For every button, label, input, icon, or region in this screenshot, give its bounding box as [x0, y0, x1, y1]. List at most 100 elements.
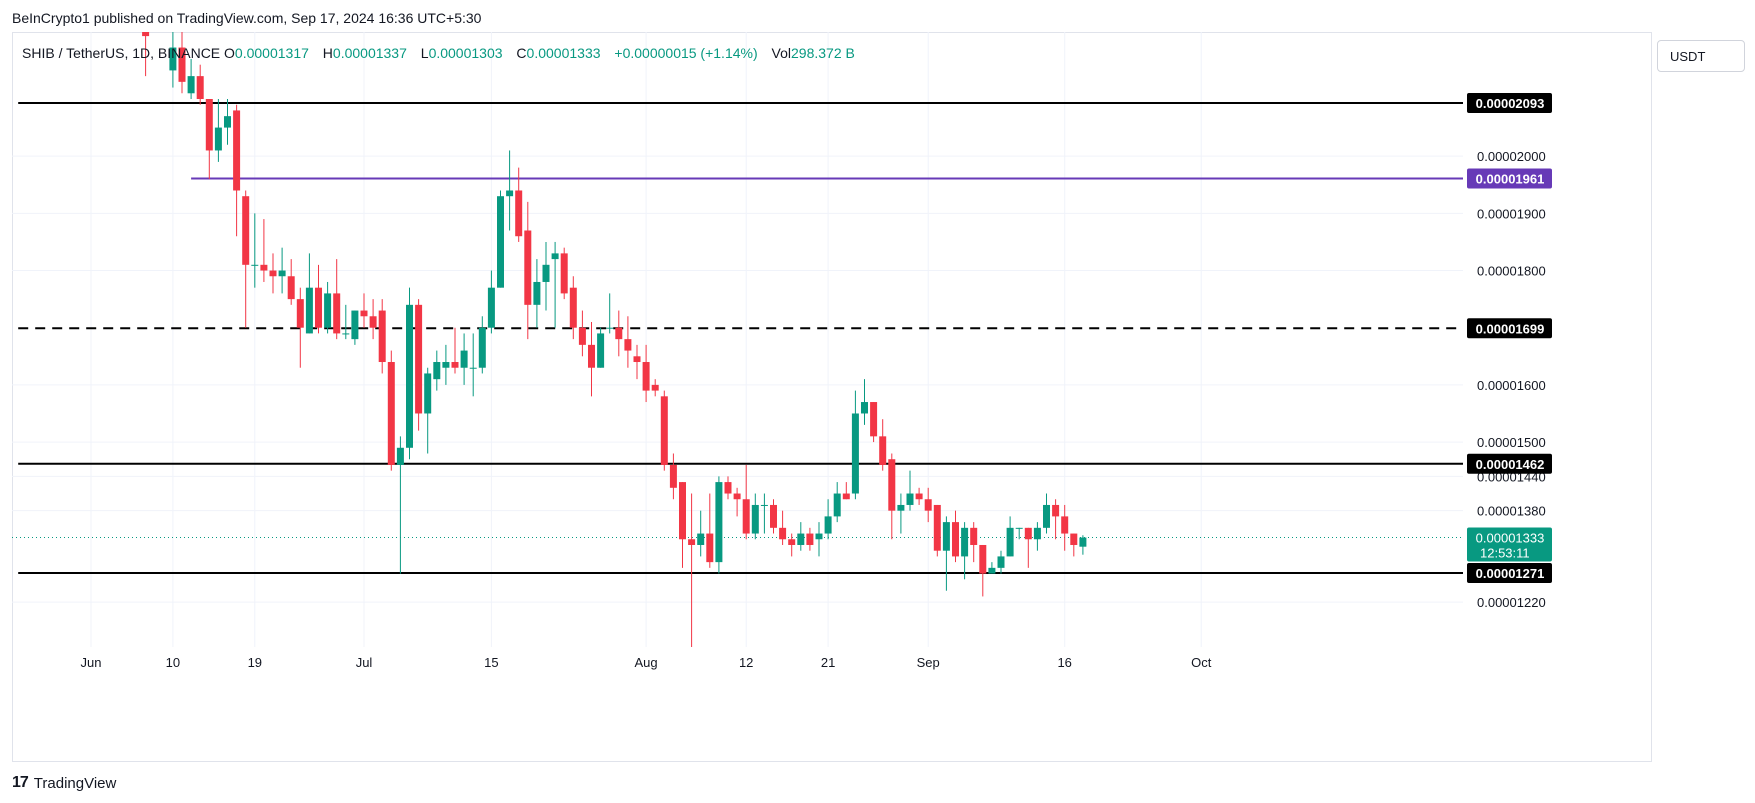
y-tick-label: 0.00001900	[1477, 206, 1546, 221]
candle-body	[497, 196, 504, 288]
candle	[269, 253, 277, 294]
candle	[551, 241, 559, 328]
y-tick-label: 0.00002000	[1477, 149, 1546, 164]
candle-body	[1015, 527, 1023, 529]
legend-symbol: SHIB / TetherUS, 1D, BINANCE	[22, 45, 221, 61]
y-tick-label: 0.00001500	[1477, 435, 1546, 450]
candle	[1052, 499, 1060, 540]
currency-button[interactable]: USDT	[1657, 40, 1745, 72]
x-tick-label: 15	[484, 655, 498, 670]
candle-body	[979, 544, 987, 574]
candle-body	[315, 287, 322, 328]
candle	[333, 259, 341, 340]
candle-body	[770, 504, 777, 528]
legend-low-value: 0.00001303	[428, 45, 503, 61]
candle	[142, 32, 150, 77]
candle-body	[324, 293, 332, 328]
candle	[733, 487, 741, 517]
x-tick-label: 19	[248, 655, 262, 670]
candle	[624, 316, 632, 368]
candle	[287, 259, 295, 305]
candle-body	[806, 533, 814, 545]
candle-body	[560, 253, 568, 294]
candle-body	[224, 116, 231, 128]
x-tick-label: Oct	[1191, 655, 1212, 670]
candle	[187, 58, 195, 99]
candle-body	[815, 533, 823, 540]
candle	[369, 299, 377, 340]
x-tick-label: Jul	[356, 655, 373, 670]
candle	[451, 327, 459, 374]
candle	[851, 390, 859, 500]
candle-body	[460, 350, 468, 368]
candle-body	[296, 299, 304, 328]
legend-vol-value: 298.372 B	[791, 45, 855, 61]
candle-body	[205, 98, 213, 151]
candle	[460, 333, 468, 385]
legend-open-value: 0.00001317	[234, 45, 309, 61]
candle	[588, 321, 595, 397]
candle-body	[760, 504, 768, 506]
candle	[760, 493, 768, 534]
candle-body	[569, 287, 577, 328]
candle-body	[360, 310, 368, 317]
candle-body	[478, 327, 486, 368]
y-tick-label: 0.00001800	[1477, 264, 1546, 279]
legend-high-label: H	[322, 45, 333, 61]
candle	[788, 533, 796, 557]
candle-body	[706, 533, 714, 563]
candle	[224, 98, 231, 145]
candle-body	[597, 333, 605, 368]
candle	[906, 470, 914, 511]
x-tick-label: 12	[739, 655, 753, 670]
candle	[497, 190, 504, 288]
candle	[487, 270, 495, 334]
legend-close-value: 0.00001333	[526, 45, 601, 61]
candle	[305, 253, 313, 334]
candle-body	[287, 276, 295, 300]
candle	[688, 493, 696, 647]
legend-open-label: O	[224, 45, 235, 61]
candle-body	[1061, 516, 1069, 534]
candle-body	[351, 310, 359, 340]
countdown-label: 12:53:11	[1480, 546, 1530, 561]
candle-body	[924, 499, 932, 511]
candle-body	[688, 539, 696, 545]
candle-body	[1070, 533, 1078, 545]
candle-body	[942, 522, 950, 551]
candle	[442, 344, 450, 385]
candle-body	[369, 316, 377, 328]
candle	[351, 310, 359, 345]
candle-body	[1043, 504, 1050, 528]
candle	[633, 344, 641, 380]
candle-body	[988, 567, 996, 574]
candle-body	[842, 493, 850, 500]
candle-body	[469, 367, 477, 369]
level-price-tag	[1467, 168, 1552, 189]
candle	[770, 499, 777, 534]
candle-body	[633, 356, 641, 363]
candle	[278, 247, 286, 294]
candle-body	[269, 270, 277, 277]
candle-body	[187, 76, 195, 94]
candle-body	[797, 533, 805, 545]
candle	[942, 516, 950, 591]
candle-body	[378, 310, 386, 363]
candle-body	[278, 270, 286, 277]
publisher-caption: BeInCrypto1 published on TradingView.com…	[12, 10, 482, 26]
candle	[806, 527, 814, 551]
candle-body	[1033, 527, 1041, 540]
x-tick-label: 21	[821, 655, 835, 670]
y-tick-label: 0.00001220	[1477, 595, 1546, 610]
candle-body	[669, 464, 677, 488]
x-tick-label: 16	[1057, 655, 1071, 670]
last-price-tag	[1467, 527, 1552, 562]
candle-body	[588, 344, 595, 368]
level-price-tag	[1467, 93, 1552, 113]
candle	[615, 310, 623, 357]
candle	[651, 379, 659, 397]
candle-body	[751, 504, 759, 534]
footer-brand: 17 TradingView	[12, 774, 116, 792]
candle-body	[915, 493, 923, 500]
